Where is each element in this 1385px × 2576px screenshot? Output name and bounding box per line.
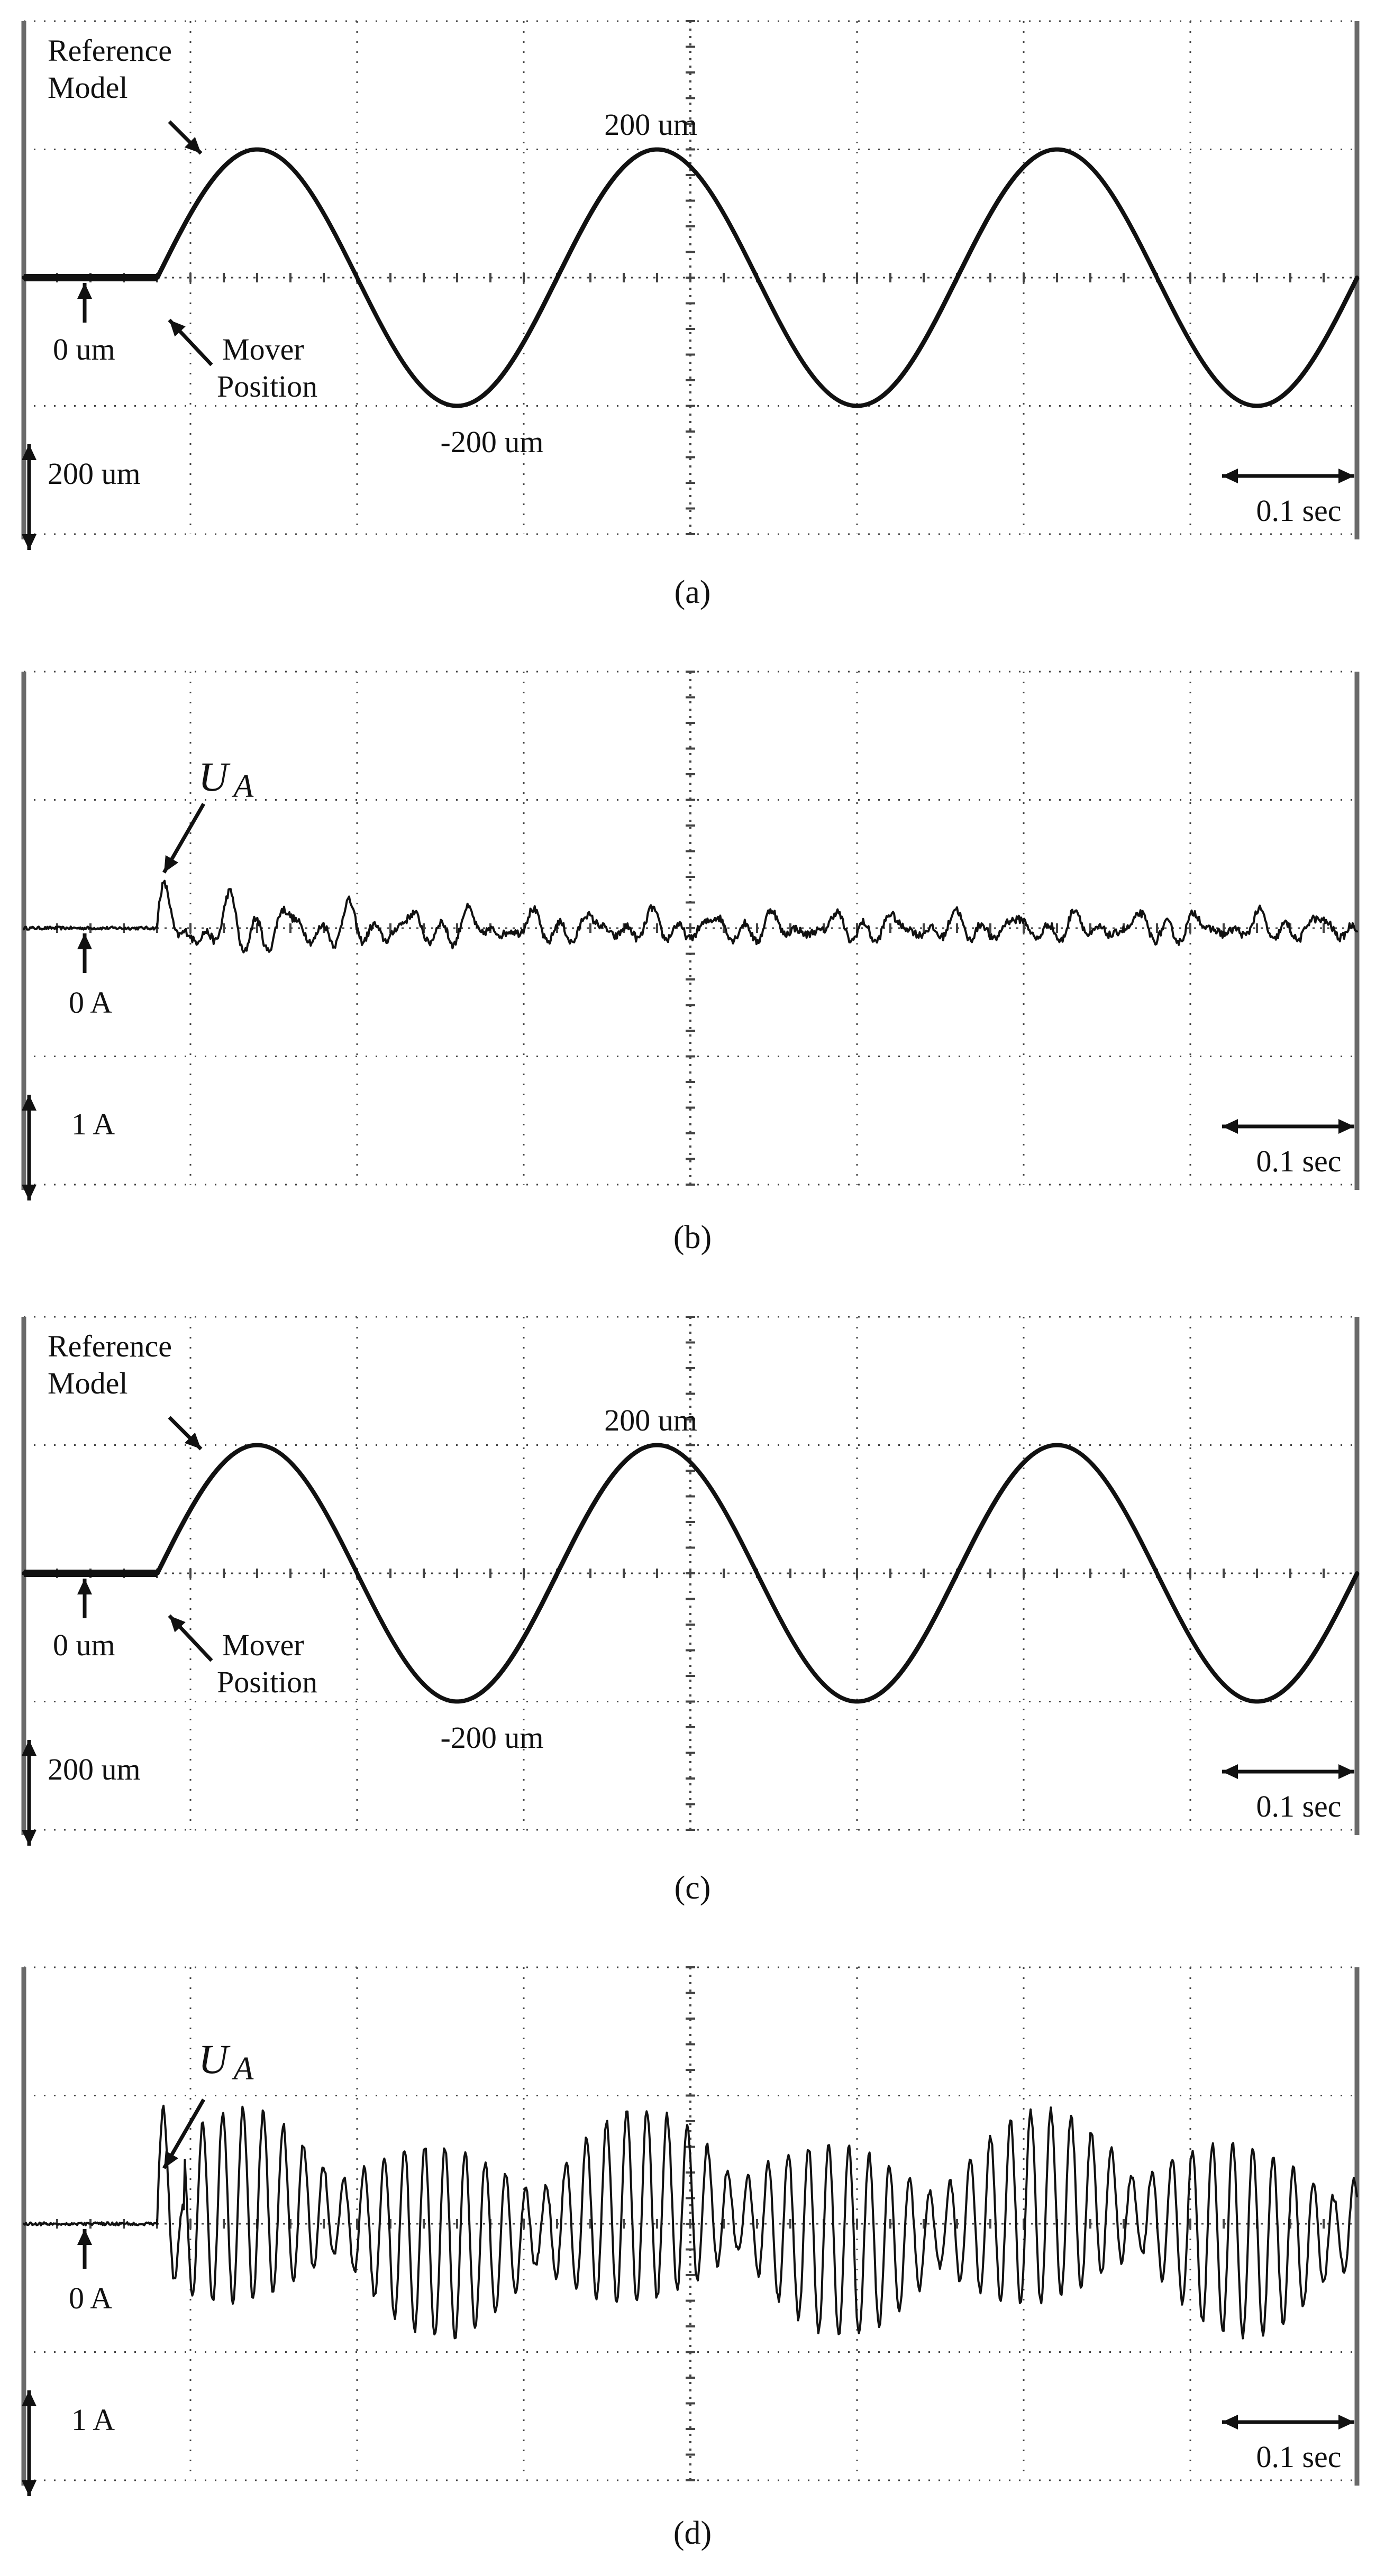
time-scale-label: 0.1 sec xyxy=(1256,1144,1341,1178)
panel-b-chart: U A 0 A 0.1 sec 1 A xyxy=(21,671,1360,1200)
time-scale-arrow-right-head xyxy=(1338,2415,1354,2430)
legend-reference-line1: Reference xyxy=(48,1329,172,1363)
legend-mover-line1: Mover xyxy=(222,332,304,366)
arrow-reference-model-head xyxy=(184,1432,201,1449)
zero-label: 0 A xyxy=(69,2281,112,2315)
series-mover-position xyxy=(23,1444,1360,1703)
grid xyxy=(24,1966,1357,2481)
trough-label: -200 um xyxy=(441,425,544,459)
caption-a: (a) xyxy=(674,574,711,610)
series-ua-current xyxy=(23,2104,1358,2340)
legend-reference-line2: Model xyxy=(48,1366,127,1400)
legend-mover-line1: Mover xyxy=(222,1628,304,1662)
arrow-zero-marker-head xyxy=(77,933,92,949)
zero-label: 0 um xyxy=(53,332,115,366)
caption-b: (b) xyxy=(673,1220,712,1255)
arrow-mover-position-head xyxy=(169,320,186,337)
arrow-zero-marker-head xyxy=(77,2229,92,2245)
time-scale-arrow-left-head xyxy=(1222,1119,1238,1134)
time-scale-arrow-right-head xyxy=(1338,1119,1354,1134)
arrow-zero-marker-head xyxy=(77,1579,92,1594)
legend-reference-line2: Model xyxy=(48,70,127,105)
time-scale-label: 0.1 sec xyxy=(1256,1789,1341,1823)
amplitude-scale-arrow-down-head xyxy=(22,1185,37,1200)
amplitude-scale-arrow-down-head xyxy=(22,1830,37,1846)
caption-d: (d) xyxy=(673,2515,712,2551)
amplitude-scale-arrow-up-head xyxy=(22,1740,37,1756)
time-scale-arrow-right-head xyxy=(1338,469,1354,483)
axis-ticks xyxy=(23,671,1358,1186)
arrow-ua-head xyxy=(164,2151,179,2168)
panel-d-chart: U A 0 A 0.1 sec 1 A xyxy=(21,1966,1360,2496)
amplitude-scale-arrow-up-head xyxy=(22,2390,37,2406)
amplitude-scale-arrow-up-head xyxy=(22,1095,37,1111)
time-scale-arrow-right-head xyxy=(1338,1764,1354,1779)
amplitude-scale-arrow-down-head xyxy=(22,534,37,550)
amplitude-scale-label: 1 A xyxy=(71,2403,115,2437)
caption-c: (c) xyxy=(674,1870,711,1906)
arrow-reference-model-head xyxy=(184,136,201,153)
time-scale-label: 0.1 sec xyxy=(1256,2440,1341,2474)
amplitude-scale-arrow-up-head xyxy=(22,444,37,460)
amplitude-scale-arrow-down-head xyxy=(22,2480,37,2496)
time-scale-arrow-left-head xyxy=(1222,2415,1238,2430)
trough-label: -200 um xyxy=(441,1720,544,1755)
time-scale-label: 0.1 sec xyxy=(1256,493,1341,528)
arrow-mover-position-head xyxy=(169,1616,186,1633)
arrow-ua-head xyxy=(164,855,179,873)
arrow-zero-marker-head xyxy=(77,283,92,299)
axis-ticks xyxy=(23,1966,1358,2481)
legend-mover-line2: Position xyxy=(217,369,317,404)
annotations: U A 0 A 0.1 sec 1 A xyxy=(22,754,1354,1200)
ua-label-subscript: A xyxy=(231,2051,254,2087)
annotations: U A 0 A 0.1 sec 1 A xyxy=(22,2036,1354,2496)
peak-label: 200 um xyxy=(604,1403,697,1437)
peak-label: 200 um xyxy=(604,107,697,142)
ua-label-subscript: A xyxy=(231,768,254,804)
zero-label: 0 um xyxy=(53,1628,115,1662)
legend-reference-line1: Reference xyxy=(48,33,172,68)
zero-label: 0 A xyxy=(69,985,112,1020)
series-mover-position xyxy=(23,149,1360,408)
series-ua-current xyxy=(23,879,1358,954)
time-scale-arrow-left-head xyxy=(1222,1764,1238,1779)
amplitude-scale-label: 200 um xyxy=(48,456,141,491)
amplitude-scale-label: 1 A xyxy=(71,1107,115,1141)
time-scale-arrow-left-head xyxy=(1222,469,1238,483)
legend-mover-line2: Position xyxy=(217,1665,317,1699)
amplitude-scale-label: 200 um xyxy=(48,1752,141,1786)
grid xyxy=(24,671,1357,1186)
